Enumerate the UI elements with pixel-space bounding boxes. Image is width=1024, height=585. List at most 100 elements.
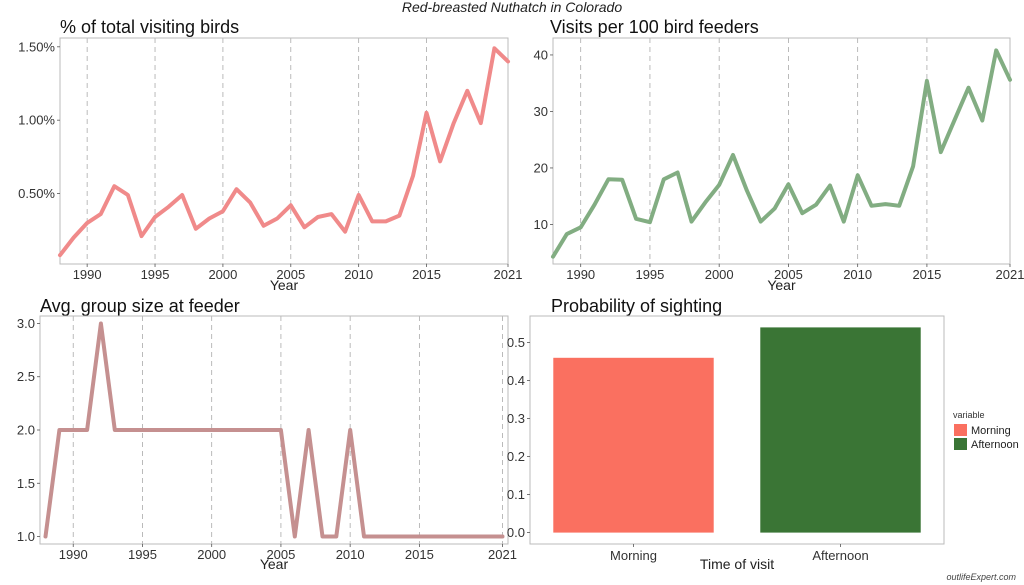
data-point bbox=[153, 215, 157, 219]
data-point bbox=[320, 535, 324, 539]
data-point bbox=[234, 187, 238, 191]
data-point bbox=[911, 164, 915, 168]
data-point bbox=[731, 153, 735, 157]
data-point bbox=[370, 219, 374, 223]
x-axis-label: Year bbox=[260, 556, 289, 572]
data-point bbox=[167, 205, 171, 209]
x-tick-label: 1995 bbox=[141, 267, 170, 282]
data-point bbox=[745, 189, 749, 193]
data-point bbox=[194, 227, 198, 231]
x-tick-label: 1990 bbox=[73, 267, 102, 282]
data-point bbox=[307, 428, 311, 432]
data-point bbox=[85, 221, 89, 225]
y-tick-label: 1.50% bbox=[18, 39, 55, 54]
data-point bbox=[196, 428, 200, 432]
data-point bbox=[343, 230, 347, 234]
legend-title: variable bbox=[953, 410, 985, 420]
data-point bbox=[279, 428, 283, 432]
plot-frame bbox=[552, 37, 1011, 265]
data-point bbox=[939, 150, 943, 154]
data-point bbox=[980, 118, 984, 122]
y-tick-label: 20 bbox=[534, 160, 548, 175]
data-point bbox=[925, 79, 929, 83]
data-point bbox=[662, 177, 666, 181]
data-point bbox=[265, 428, 269, 432]
panel-title: Visits per 100 bird feeders bbox=[550, 17, 759, 37]
data-point bbox=[207, 217, 211, 221]
data-point bbox=[759, 220, 763, 224]
data-point bbox=[786, 182, 790, 186]
data-point bbox=[182, 428, 186, 432]
plot-frame bbox=[59, 37, 509, 265]
x-tick-label: 2000 bbox=[197, 547, 226, 562]
data-point bbox=[154, 428, 158, 432]
data-point bbox=[800, 211, 804, 215]
data-point bbox=[262, 224, 266, 228]
x-tick-label: 2021 bbox=[488, 547, 517, 562]
data-point bbox=[397, 214, 401, 218]
x-tick-label: 2010 bbox=[843, 267, 872, 282]
data-point bbox=[221, 209, 225, 213]
x-tick-label: 2010 bbox=[336, 547, 365, 562]
panel-visits-per-100: Visits per 100 bird feeders 1990 1995 2000 2… bbox=[534, 17, 1024, 293]
data-point bbox=[334, 535, 338, 539]
data-point bbox=[357, 193, 361, 197]
data-point bbox=[897, 204, 901, 208]
data-point bbox=[140, 428, 144, 432]
y-tick-label: 0.3 bbox=[507, 411, 525, 426]
data-point bbox=[994, 48, 998, 52]
data-point bbox=[210, 428, 214, 432]
y-tick-label: 0.2 bbox=[507, 449, 525, 464]
data-point bbox=[302, 225, 306, 229]
data-point bbox=[814, 203, 818, 207]
data-point bbox=[842, 220, 846, 224]
panel-title: Probability of sighting bbox=[551, 296, 722, 316]
data-point bbox=[445, 535, 449, 539]
data-point bbox=[465, 89, 469, 93]
y-tick-label: 10 bbox=[534, 217, 548, 232]
data-point bbox=[506, 59, 510, 63]
data-point bbox=[180, 193, 184, 197]
panel-pct-visiting: % of total visiting birds 1990 1995 2000 200… bbox=[18, 17, 522, 293]
bar-morning bbox=[553, 357, 714, 533]
x-tick-label: 2015 bbox=[405, 547, 434, 562]
y-tick-label: 0.5 bbox=[507, 335, 525, 350]
y-tick-label: 0.4 bbox=[507, 373, 525, 388]
y-tick-label: 0.50% bbox=[18, 186, 55, 201]
legend-label-afternoon: Afternoon bbox=[971, 439, 1019, 451]
data-point bbox=[773, 207, 777, 211]
panel-probability: Probability of sighting Morning Afternoon 0… bbox=[507, 296, 1019, 572]
x-tick-label: 2000 bbox=[705, 267, 734, 282]
data-point bbox=[870, 204, 874, 208]
y-tick-label: 2.0 bbox=[17, 423, 35, 438]
data-point bbox=[487, 535, 491, 539]
y-tick-label: 3.0 bbox=[17, 316, 35, 331]
data-point bbox=[99, 321, 103, 325]
x-tick-label: Afternoon bbox=[812, 548, 868, 563]
data-point bbox=[648, 220, 652, 224]
panel-group-size: Avg. group size at feeder 1990 1995 2000 200… bbox=[17, 296, 517, 572]
y-tick-label: 1.00% bbox=[18, 113, 55, 128]
y-tick-label: 0.0 bbox=[507, 525, 525, 540]
data-point bbox=[224, 428, 228, 432]
data-point bbox=[99, 212, 103, 216]
data-point bbox=[452, 121, 456, 125]
y-tick-label: 30 bbox=[534, 104, 548, 119]
data-point bbox=[492, 46, 496, 50]
data-point bbox=[703, 200, 707, 204]
legend-swatch-afternoon bbox=[954, 438, 967, 450]
x-tick-label: 1995 bbox=[128, 547, 157, 562]
data-point bbox=[237, 428, 241, 432]
panel-title: % of total visiting birds bbox=[60, 17, 239, 37]
data-point bbox=[676, 170, 680, 174]
data-point bbox=[953, 118, 957, 122]
x-tick-label: 2000 bbox=[208, 267, 237, 282]
data-point bbox=[139, 234, 143, 238]
data-point bbox=[113, 428, 117, 432]
x-tick-label: 1990 bbox=[566, 267, 595, 282]
data-point bbox=[883, 202, 887, 206]
data-point bbox=[85, 428, 89, 432]
data-point bbox=[606, 177, 610, 181]
series-line bbox=[58, 46, 510, 258]
y-tick-label: 0.1 bbox=[507, 487, 525, 502]
